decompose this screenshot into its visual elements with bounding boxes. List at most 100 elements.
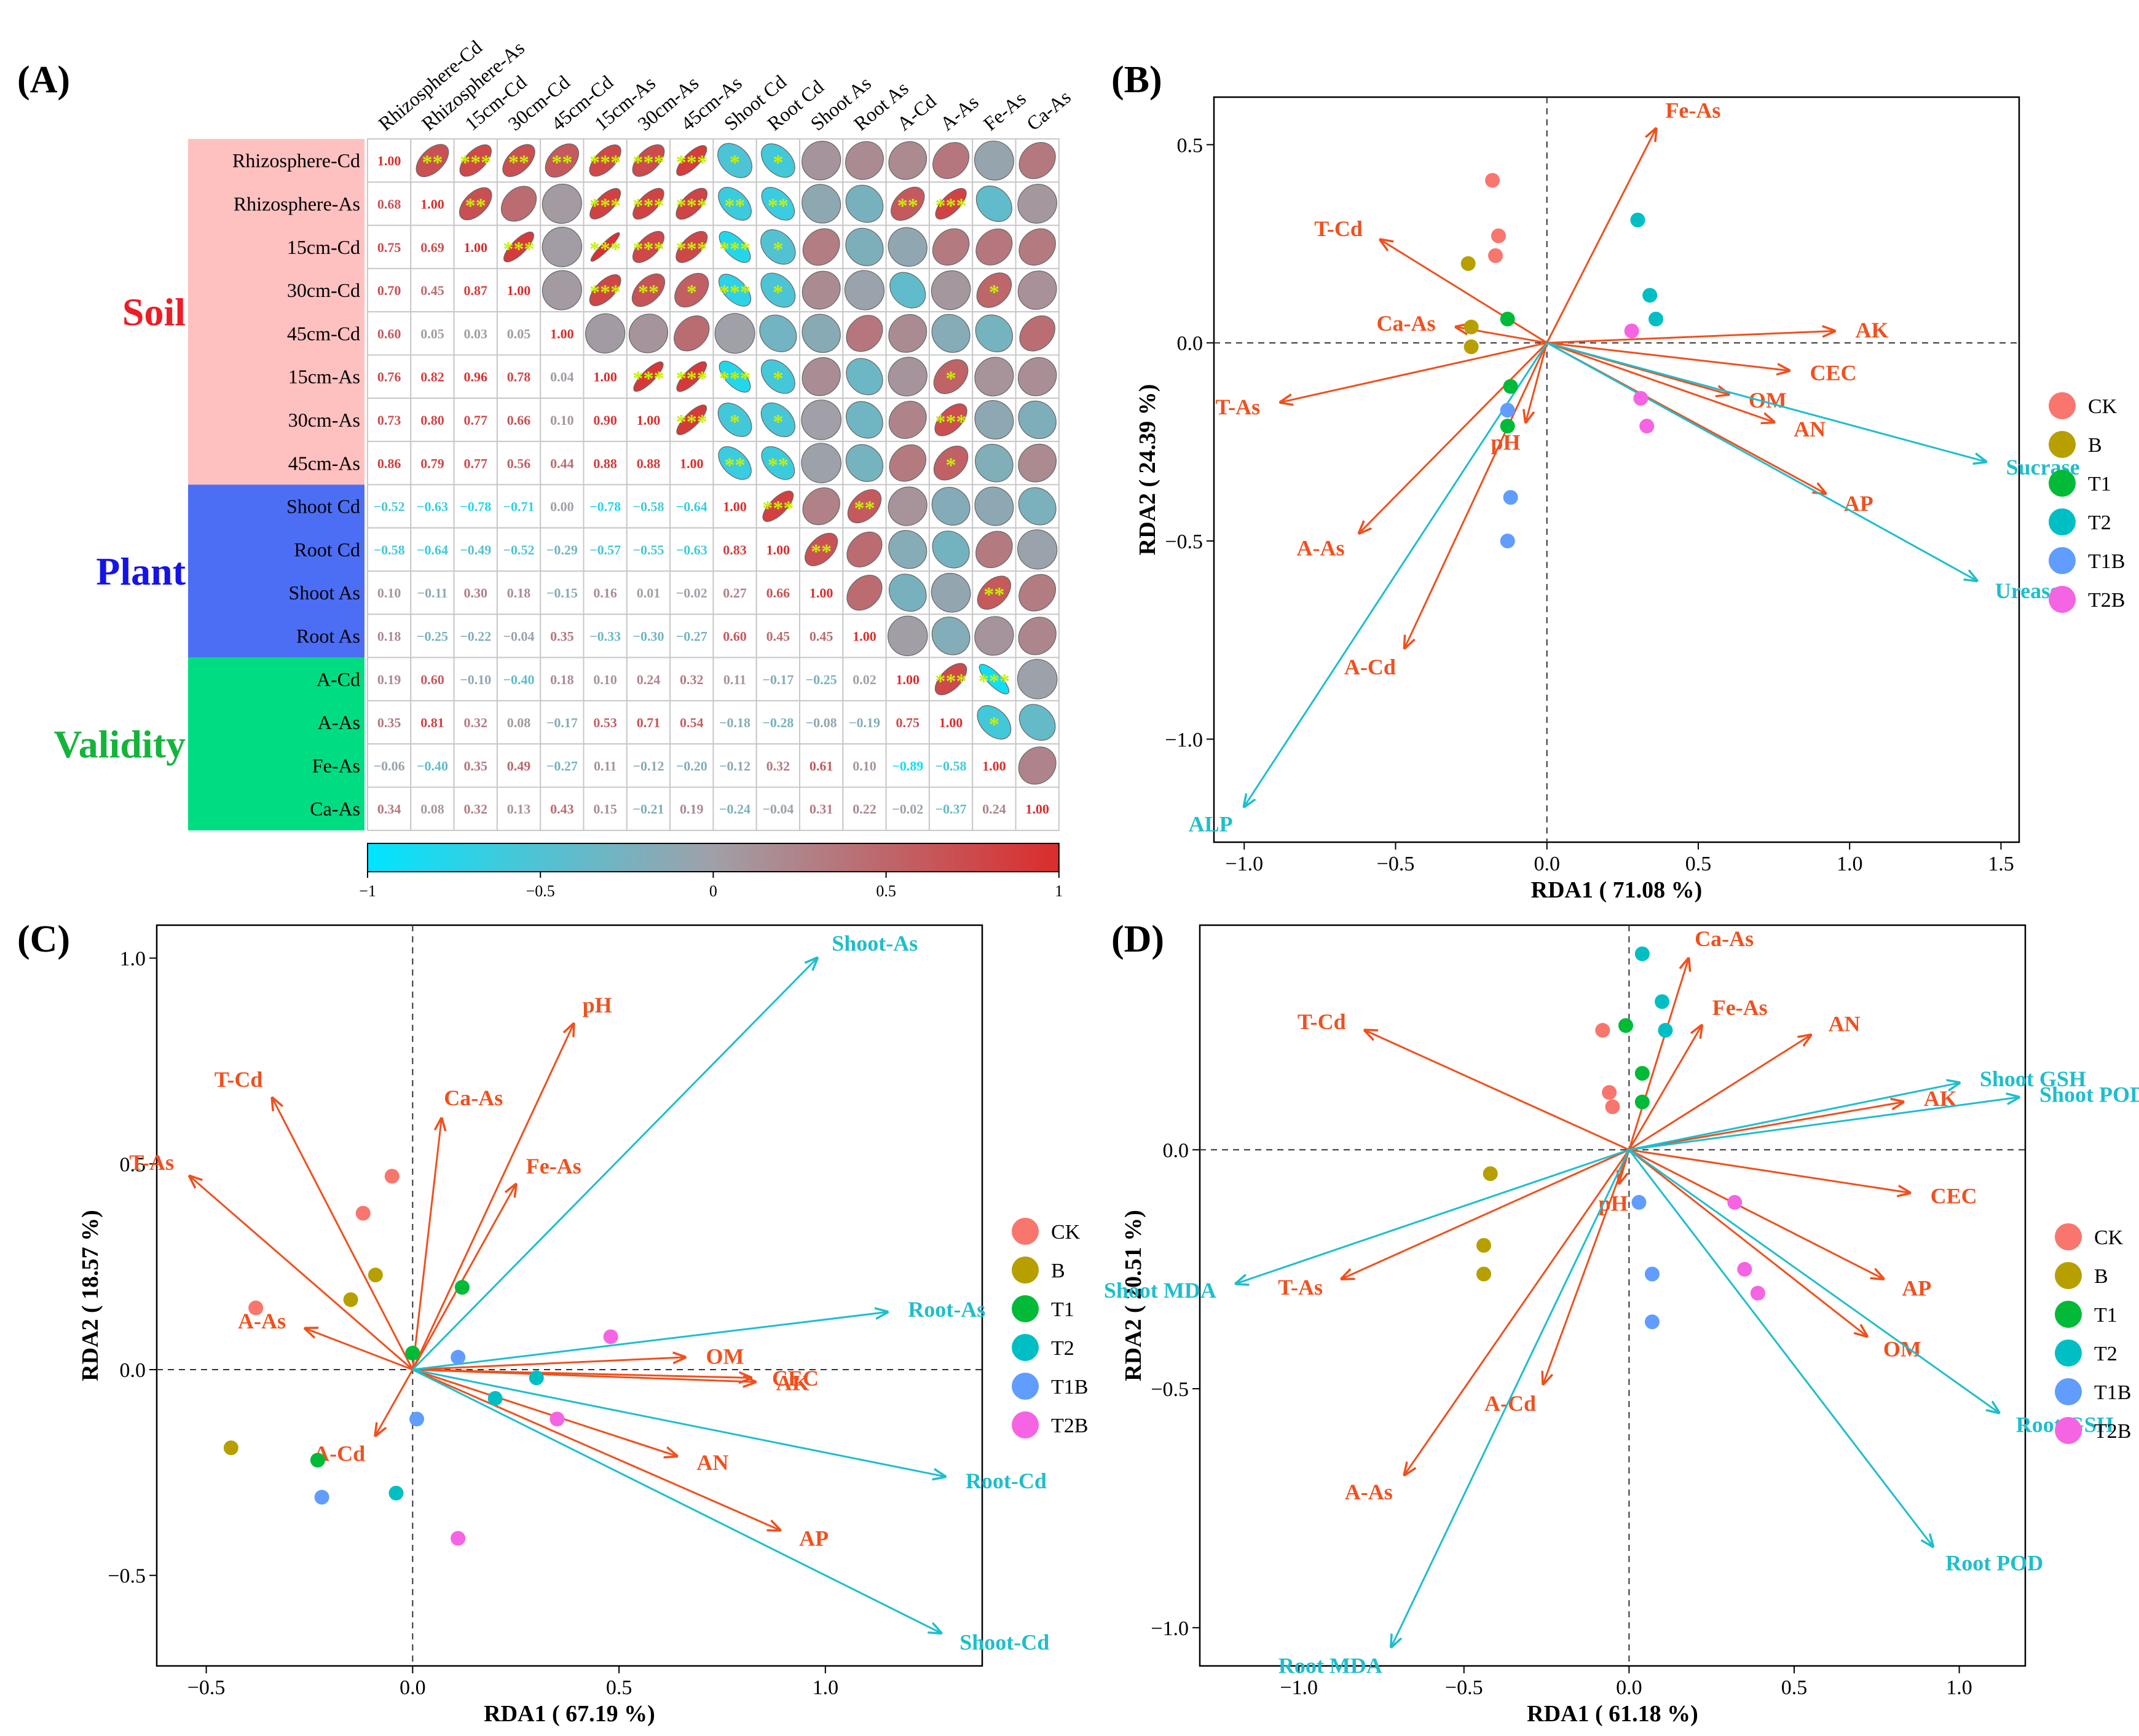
heatmap-cell [367,441,412,486]
environment-arrow [1628,1025,1701,1151]
correlation-ellipse [542,183,582,224]
correlation-ellipse [1018,142,1056,180]
correlation-value: 0.30 [464,585,488,601]
correlation-ellipse [802,314,841,353]
correlation-ellipse [761,187,795,221]
correlation-value: 1.00 [810,585,833,601]
panel-label-d: (D) [1111,918,1164,960]
correlation-value: 0.82 [420,369,444,385]
correlation-ellipse [1017,270,1057,310]
correlation-ellipse [802,487,840,526]
correlation-value: 0.04 [550,369,574,385]
sample-point-b [1463,319,1479,334]
significance-stars: * [773,151,783,174]
correlation-value: 0.32 [766,758,790,773]
correlation-ellipse [932,142,970,180]
correlation-ellipse [762,491,794,522]
legend-marker-t2 [2055,1339,2082,1367]
correlation-value: −0.58 [632,499,664,515]
significance-stars: *** [719,368,750,390]
sample-point-b [1460,256,1476,271]
response-arrow-label: Shoot POD [2039,1082,2139,1107]
correlation-value: 0.71 [637,715,661,730]
sample-point-ck [1602,1085,1617,1100]
heatmap-cell [755,657,800,701]
correlation-ellipse [802,184,841,224]
correlation-value: 1.00 [766,542,790,558]
x-axis-label: RDA1 ( 61.18 %) [1527,1701,1698,1727]
significance-stars: ** [897,194,918,217]
y-tick-label: 1.0 [120,948,146,971]
correlation-ellipse [632,231,664,263]
environment-arrow-label: Ca-As [444,1086,503,1110]
environment-arrow [1628,1035,1810,1151]
heatmap-cell [410,267,455,313]
correlation-ellipse [589,144,621,177]
correlation-value: 0.53 [593,715,617,730]
sample-point-t2 [388,1485,404,1501]
correlation-ellipse [1018,574,1056,612]
group-strip-soil [188,139,364,485]
correlation-ellipse [845,184,884,223]
environment-arrow [1404,342,1548,648]
sample-point-t1 [1503,379,1518,394]
correlation-value: 0.00 [550,499,574,515]
response-arrow-label: Root POD [1945,1551,2043,1576]
correlation-ellipse [887,615,928,657]
environment-arrow-label: AN [1829,1012,1861,1036]
environment-arrow-label: AN [1794,417,1826,441]
correlation-value: 0.60 [723,628,747,644]
environment-arrow-label: T-Cd [1298,1009,1346,1034]
environment-arrow-label: T-As [129,1150,174,1175]
correlation-value: −0.64 [676,499,707,515]
heatmap-cell [885,700,930,745]
sample-point-t1b [314,1489,329,1505]
group-strip-validity [188,657,364,831]
heatmap-cell [367,614,412,658]
correlation-value: 1.00 [637,412,661,428]
response-arrow [1236,1148,1629,1284]
correlation-value: 0.11 [594,758,616,773]
heatmap-cell [453,311,498,356]
heatmap-cell [453,267,498,313]
correlation-ellipse [1017,184,1057,224]
heatmap-cell [496,743,542,788]
correlation-ellipse [802,141,841,181]
environment-arrow-label: CEC [1810,361,1856,385]
heatmap-cell [496,484,542,529]
correlation-ellipse [846,358,883,395]
legend-label-ck: CK [2088,395,2117,418]
correlation-value: 0.69 [420,240,444,255]
correlation-value: −0.37 [936,802,967,817]
row-label: Shoot As [289,582,360,604]
correlation-value: 0.02 [853,672,876,687]
correlation-value: 0.10 [853,758,876,773]
environment-arrow [412,1185,516,1370]
correlation-ellipse [542,270,582,310]
heatmap-cell [583,484,628,529]
correlation-ellipse [416,144,449,178]
correlation-value: −0.40 [503,672,535,687]
correlation-value: 0.77 [464,412,488,428]
heatmap-cell [928,786,974,831]
heatmap-cell [410,441,455,486]
correlation-ellipse [933,359,969,394]
y-tick-label: −0.5 [1151,1378,1189,1401]
legend-marker-t1 [1012,1295,1039,1322]
correlation-value: 1.00 [550,326,574,341]
y-tick-label: 0.5 [120,1153,146,1176]
heatmap-cell [410,397,455,443]
environment-arrow [1629,1102,1903,1151]
environment-arrow [190,1176,414,1371]
legend-marker-t1b [2055,1378,2082,1405]
sample-point-t1b [1631,1194,1647,1210]
correlation-ellipse [676,145,707,176]
sample-point-t1b [409,1411,425,1427]
correlation-value: 0.75 [896,715,920,730]
correlation-value: 0.90 [593,412,617,428]
x-axis-label: RDA1 ( 67.19 %) [484,1701,655,1727]
correlation-ellipse [676,187,708,220]
correlation-ellipse [719,231,751,263]
legend-marker-t1 [2055,1301,2082,1328]
legend-marker-t2 [1012,1334,1039,1361]
